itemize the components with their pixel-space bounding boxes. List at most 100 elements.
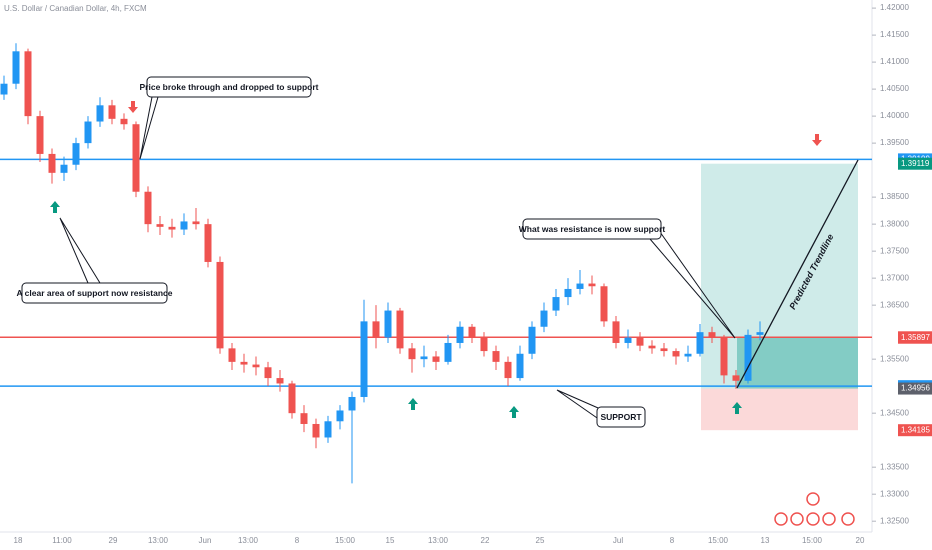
candle-body [336,410,344,422]
callout-box [146,76,312,98]
event-icon [822,512,836,526]
candle-body [12,51,20,84]
candle-body [468,326,476,338]
candle-body [264,367,272,379]
candle-body [636,337,644,346]
callout-box [522,218,662,240]
candle-body [156,224,164,227]
candle-body [228,348,236,362]
x-tick-label: 22 [481,536,490,545]
price-label: 1.35897 [901,333,930,342]
candle-body [36,116,44,154]
callout-text: Price broke through and dropped to suppo… [140,82,319,92]
candle-body [132,124,140,192]
chart-title: U.S. Dollar / Canadian Dollar, 4h, FXCM [4,4,147,13]
candle-body [408,348,416,360]
candle-body [432,356,440,362]
callout-tail [649,231,736,339]
x-tick-label: 25 [536,536,545,545]
candle-body [0,83,8,95]
x-tick-label: 29 [109,536,118,545]
callout-box [21,282,168,304]
candle-body [288,383,296,414]
candle-body [24,51,32,117]
candle-body [444,342,452,362]
price-label-box [898,382,932,395]
callout-text: A clear area of support now resistance [16,288,172,298]
candle-body [624,337,632,343]
y-tick-label: 1.33000 [880,489,909,498]
candle-body [60,164,68,173]
y-tick-label: 1.34500 [880,408,909,417]
candle-body [744,334,752,381]
candle-body [300,413,308,424]
x-tick-label: 20 [856,536,865,545]
y-tick-label: 1.38500 [880,192,909,201]
candle-body [564,288,572,298]
candle-body [528,326,536,354]
candle-body [168,226,176,230]
x-tick-label: 18 [14,536,23,545]
x-tick-label: 13:00 [238,536,259,545]
candle-body [240,361,248,365]
y-tick-label: 1.35500 [880,354,909,363]
candle-body [492,351,500,362]
down-arrow [812,134,822,146]
candle-body [348,396,356,411]
x-tick-label: 15:00 [802,536,823,545]
candle-body [48,153,56,173]
candle-body [144,191,152,225]
y-tick-label: 1.38000 [880,219,909,228]
callout-tail [59,217,101,284]
event-icon [806,512,820,526]
y-tick-label: 1.33500 [880,462,909,471]
candle-body [588,283,596,287]
candle-body [708,332,716,338]
y-tick-label: 1.37000 [880,273,909,282]
y-tick-label: 1.42000 [880,3,909,12]
price-label-box [898,331,932,344]
y-tick-label: 1.40000 [880,111,909,120]
price-label: 1.34185 [901,425,930,434]
candle-body [120,118,128,125]
candle-body [108,105,116,119]
x-tick-label: Jul [613,536,623,545]
candle-body [732,375,740,381]
candle-body [276,378,284,384]
x-tick-label: 13:00 [148,536,169,545]
candle-body [684,353,692,357]
candle-body [396,310,404,349]
candle-body [180,221,188,230]
stop-zone [701,388,858,431]
price-label: 1.39119 [901,159,930,168]
candle-body [540,310,548,327]
x-tick-label: 15:00 [708,536,729,545]
candle-body [324,421,332,438]
callout-text: What was resistance is now support [519,224,666,234]
event-icon [790,512,804,526]
y-tick-label: 1.36500 [880,300,909,309]
candle-body [672,351,680,357]
callout-tail [139,96,159,160]
y-tick-label: 1.32500 [880,516,909,525]
callout-box [596,406,646,428]
down-arrow [128,101,138,113]
x-tick-label: 8 [295,536,300,545]
candle-body [384,310,392,338]
candle-body [420,356,428,360]
candle-body [216,261,224,349]
x-tick-label: 8 [670,536,675,545]
candle-body [576,283,584,289]
candle-body [600,286,608,322]
candle-body [372,321,380,338]
price-label: 1.34956 [901,384,930,393]
candle-body [720,337,728,376]
up-arrow [509,406,519,418]
x-tick-label: 13 [761,536,770,545]
candle-body [648,345,656,349]
x-tick-label: 15:00 [335,536,356,545]
y-tick-label: 1.37500 [880,246,909,255]
price-label-box [898,157,932,170]
event-icon [841,512,855,526]
